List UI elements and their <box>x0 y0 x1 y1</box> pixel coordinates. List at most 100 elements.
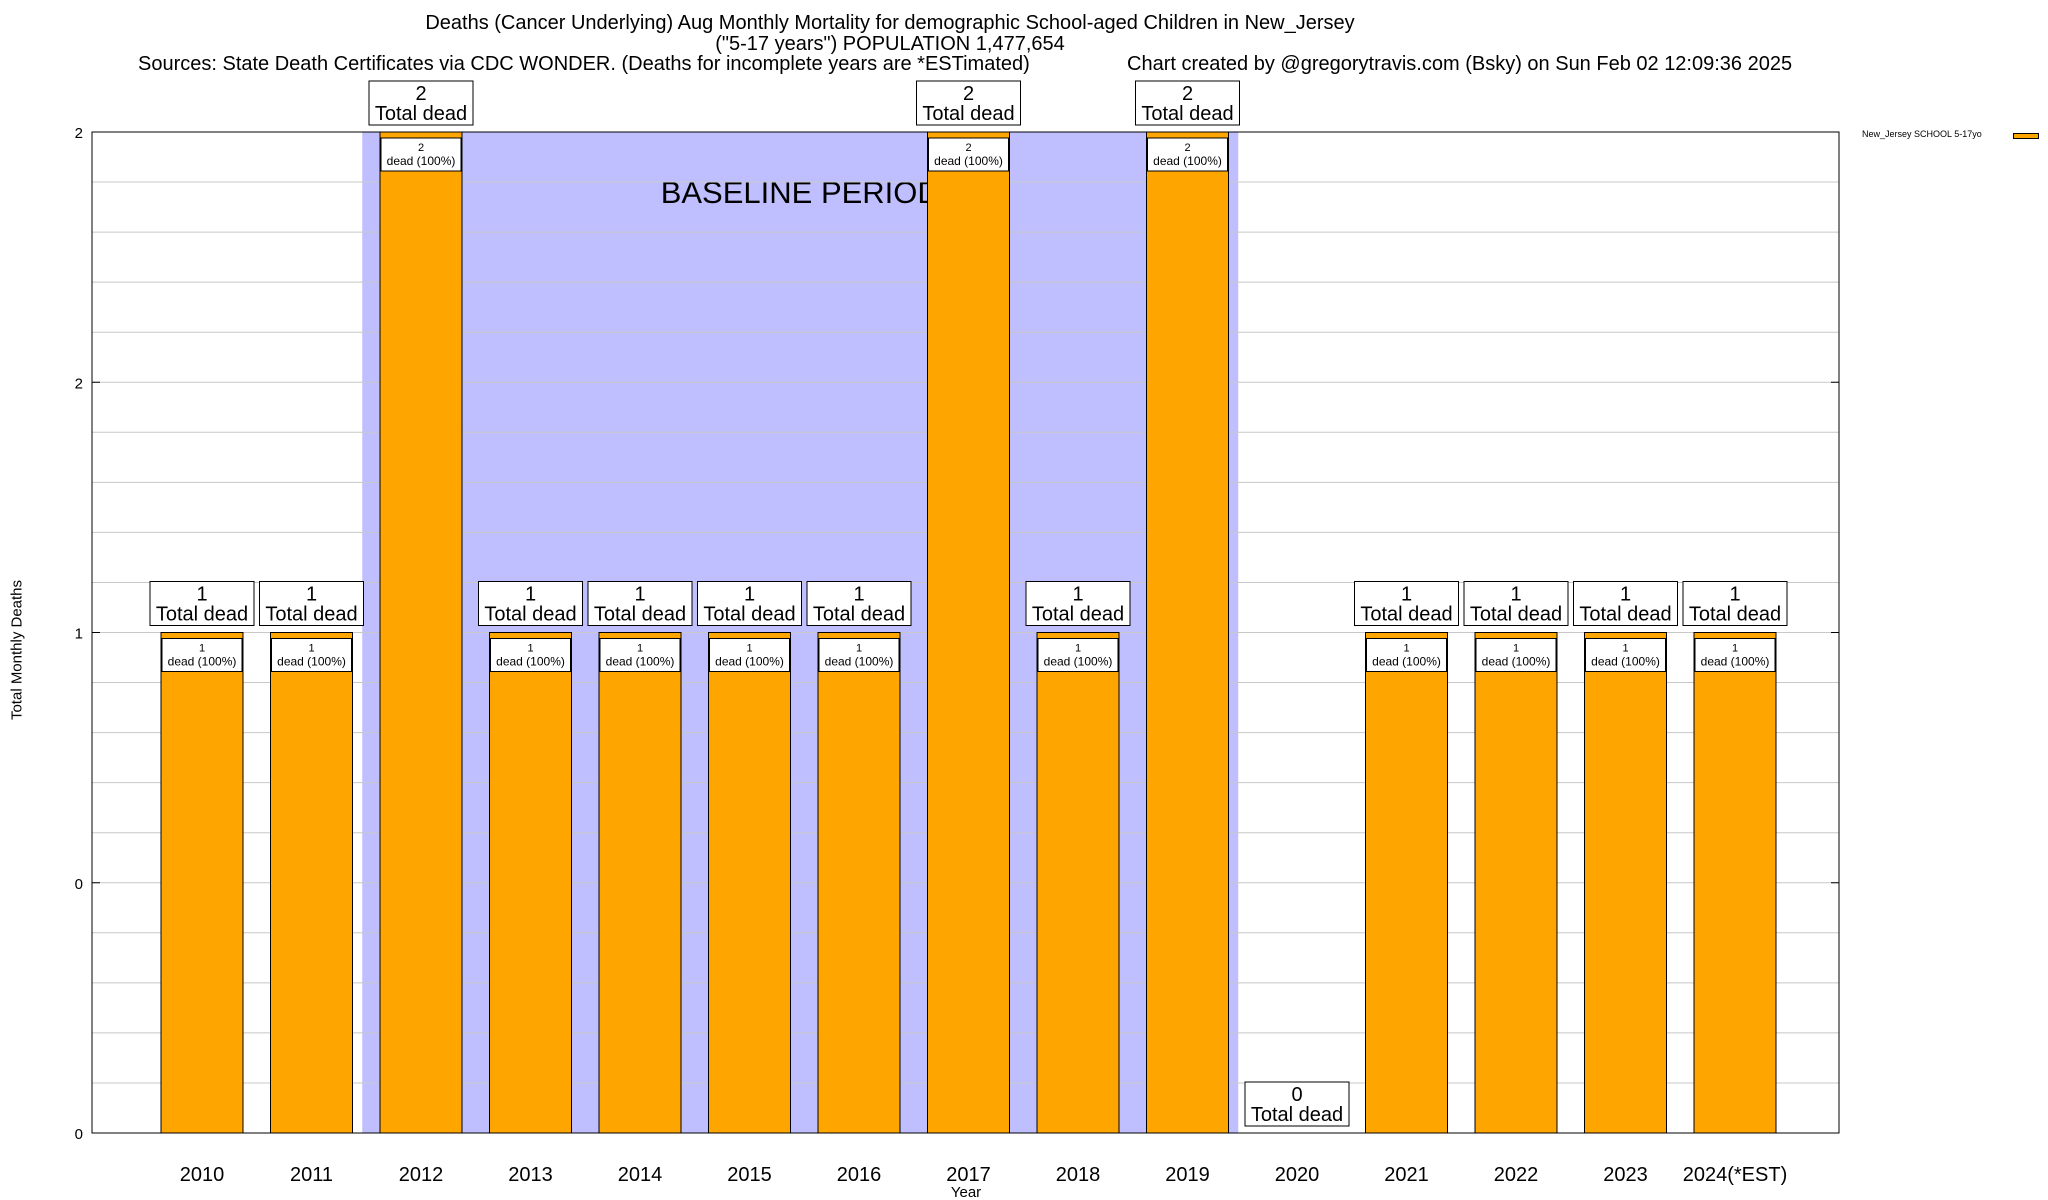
total-label-box <box>587 581 693 626</box>
inner-label-count: 1 <box>1075 643 1081 655</box>
total-label-box <box>1025 581 1131 626</box>
bar <box>160 632 244 1134</box>
total-label-count: 1 <box>1620 584 1631 606</box>
total-label-text: Total dead <box>1032 604 1124 626</box>
total-label-count: 1 <box>196 584 207 606</box>
total-label-count: 2 <box>963 83 974 105</box>
total-label-box <box>697 581 802 626</box>
bar <box>1365 632 1448 1134</box>
inner-label-text: dead (100%) <box>1153 154 1222 168</box>
inner-label-box <box>271 638 352 672</box>
x-tick-label: 2020 <box>1275 1164 1320 1186</box>
inner-label-box <box>1585 638 1666 672</box>
total-label-count: 1 <box>1729 584 1740 606</box>
inner-label-box <box>1147 137 1228 172</box>
inner-label-count: 1 <box>637 643 643 655</box>
inner-label-text: dead (100%) <box>1591 655 1660 669</box>
total-label-box <box>1135 80 1240 126</box>
inner-label-text: dead (100%) <box>1482 655 1551 669</box>
total-label-box <box>1463 581 1569 626</box>
x-axis-label: Year <box>951 1184 981 1200</box>
inner-label-count: 2 <box>965 142 971 154</box>
x-tick-label: 2014 <box>618 1164 663 1186</box>
inner-label-count: 1 <box>1732 643 1738 655</box>
inner-label-box <box>161 638 243 672</box>
inner-label-text: dead (100%) <box>606 655 675 669</box>
total-label-box <box>1354 581 1459 626</box>
inner-label-box <box>818 638 900 672</box>
x-tick-label: 2012 <box>399 1164 444 1186</box>
inner-label-box <box>599 638 681 672</box>
total-label-text: Total dead <box>1141 103 1233 125</box>
x-tick-label: 2023 <box>1603 1164 1648 1186</box>
inner-label-box <box>709 638 790 672</box>
bar <box>1146 131 1229 1134</box>
x-tick-label: 2010 <box>180 1164 225 1186</box>
inner-label-text: dead (100%) <box>934 154 1003 168</box>
chart-subtitle: ("5-17 years") POPULATION 1,477,654 <box>715 33 1065 55</box>
inner-label-count: 1 <box>1513 643 1519 655</box>
inner-label-box <box>928 137 1009 172</box>
x-tick-label: 2015 <box>727 1164 772 1186</box>
total-label-box <box>259 581 364 626</box>
bar <box>817 632 901 1134</box>
x-tick-label: 2017 <box>946 1164 991 1186</box>
total-label-text: Total dead <box>1360 604 1452 626</box>
bar <box>489 632 572 1134</box>
total-label-text: Total dead <box>375 103 467 125</box>
total-label-count: 1 <box>1401 584 1412 606</box>
x-tick-label: 2019 <box>1165 1164 1210 1186</box>
total-label-text: Total dead <box>1579 604 1671 626</box>
inner-label-count: 1 <box>746 643 752 655</box>
total-label-box <box>1682 581 1788 626</box>
inner-label-text: dead (100%) <box>387 154 456 168</box>
inner-label-text: dead (100%) <box>496 655 565 669</box>
total-label-box <box>1244 1081 1350 1127</box>
total-label-text: Total dead <box>1470 604 1562 626</box>
y-tick-label: 0 <box>75 1126 83 1143</box>
inner-label-text: dead (100%) <box>1372 655 1441 669</box>
inner-label-count: 1 <box>1622 643 1628 655</box>
bar <box>598 632 682 1134</box>
bar <box>1693 632 1777 1134</box>
total-label-count: 0 <box>1291 1084 1302 1106</box>
total-label-count: 1 <box>853 584 864 606</box>
chart-title: Deaths (Cancer Underlying) Aug Monthly M… <box>425 12 1355 34</box>
legend-swatch <box>2013 133 2039 139</box>
y-tick-label: 1 <box>75 626 83 643</box>
total-label-text: Total dead <box>813 604 905 626</box>
bar <box>1584 632 1667 1134</box>
total-label-box <box>1573 581 1678 626</box>
bar <box>1036 632 1120 1134</box>
total-label-count: 1 <box>525 584 536 606</box>
total-label-text: Total dead <box>1251 1104 1343 1126</box>
inner-label-box <box>490 638 571 672</box>
total-label-box <box>149 581 255 626</box>
inner-label-text: dead (100%) <box>715 655 784 669</box>
inner-label-count: 1 <box>1403 643 1409 655</box>
inner-label-box <box>1694 638 1776 672</box>
inner-label-box <box>1037 638 1119 672</box>
bar <box>1474 632 1558 1134</box>
inner-label-text: dead (100%) <box>1044 655 1113 669</box>
y-tick-label: 0 <box>75 876 83 893</box>
total-label-count: 1 <box>744 584 755 606</box>
x-tick-label: 2022 <box>1494 1164 1539 1186</box>
bar <box>270 632 353 1134</box>
y-tick-label: 2 <box>75 375 83 392</box>
total-label-count: 2 <box>1182 83 1193 105</box>
bar <box>708 632 791 1134</box>
x-tick-label: 2011 <box>290 1164 333 1186</box>
x-tick-label: 2021 <box>1384 1164 1429 1186</box>
total-label-box <box>368 80 474 126</box>
inner-label-count: 1 <box>527 643 533 655</box>
inner-label-box <box>380 137 462 172</box>
x-tick-label: 2018 <box>1056 1164 1101 1186</box>
bar <box>379 131 463 1134</box>
total-label-count: 1 <box>1072 584 1083 606</box>
total-label-count: 1 <box>634 584 645 606</box>
total-label-count: 1 <box>306 584 317 606</box>
y-tick-label: 2 <box>75 125 83 142</box>
plot-frame <box>91 131 1840 1134</box>
